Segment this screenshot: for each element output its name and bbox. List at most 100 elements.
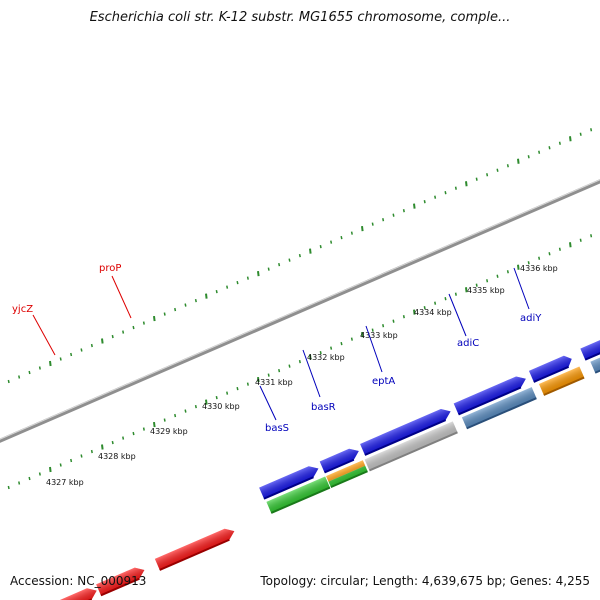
major-tick [361,332,364,338]
gene-bar-orange-green-basR[interactable] [326,460,368,489]
minor-tick [142,427,145,431]
kbp-label: 4330 kbp [202,402,240,411]
callout-line-proP [111,275,132,319]
kbp-label: 4329 kbp [150,427,188,436]
minor-tick [267,267,270,271]
gene-label-basS[interactable]: basS [265,423,289,434]
gene-arrow-blue-3[interactable] [360,406,453,456]
minor-tick [558,247,561,251]
major-tick [205,293,208,299]
callout-line-eptA [365,325,383,373]
major-tick [153,421,156,428]
topology-stats-text: Topology: circular; Length: 4,639,675 bp… [260,574,590,588]
minor-tick [215,289,218,294]
minor-tick [590,128,593,132]
minor-tick [423,306,426,310]
gene-label-eptA[interactable]: eptA [372,376,395,387]
minor-tick [226,285,229,289]
gene-label-basR[interactable]: basR [311,402,336,413]
minor-tick [18,375,21,379]
gene-arrow-blue-1[interactable] [259,463,321,500]
minor-tick [278,368,281,373]
minor-tick [434,195,437,199]
gene-arrow-blue-4[interactable] [453,373,529,416]
minor-tick [444,297,447,301]
major-tick [49,466,52,473]
minor-tick [454,292,457,296]
minor-tick [350,337,353,341]
minor-tick [382,324,385,328]
gene-label-adiY[interactable]: adiY [520,313,542,324]
minor-tick [454,186,457,190]
upper-tick-row [7,128,593,384]
gene-arrow-red-1[interactable] [39,585,99,600]
kbp-label: 4332 kbp [307,353,345,362]
minor-tick [267,373,270,377]
minor-tick [194,404,197,409]
gene-arrow-red-proP[interactable] [154,526,237,571]
minor-tick [70,458,73,463]
minor-tick [215,395,218,400]
gene-bar-steel-adiC[interactable] [461,387,537,430]
kbp-label: 4333 kbp [360,331,398,340]
minor-tick [298,253,301,258]
minor-tick [496,274,499,278]
gene-bar-gray-eptA[interactable] [364,421,458,472]
minor-tick [527,261,530,265]
chromosome-backbone-highlight [0,179,600,440]
minor-tick [246,382,249,386]
minor-tick [288,258,291,262]
major-tick [101,338,104,344]
major-tick [257,376,260,383]
gene-arrow-blue-5[interactable] [528,353,574,383]
minor-tick [7,379,10,384]
gene-arrow-blue-6[interactable] [580,320,600,361]
minor-tick [298,359,301,364]
gene-arrow-blue-2[interactable] [319,446,361,474]
minor-tick [423,200,426,204]
major-tick [413,309,416,315]
minor-tick [184,303,187,307]
kbp-label: 4335 kbp [467,286,505,295]
major-tick [413,203,416,209]
major-tick [517,158,520,164]
minor-tick [90,449,93,454]
minor-tick [7,485,10,490]
major-tick [309,248,312,254]
minor-tick [122,330,125,334]
minor-tick [38,366,41,370]
major-tick [205,399,208,405]
minor-tick [340,342,343,346]
minor-tick [90,343,93,348]
chromosome-backbone [0,179,600,443]
minor-tick [194,298,197,303]
kbp-label: 4328 kbp [98,452,136,461]
gene-label-adiC[interactable]: adiC [457,338,479,349]
minor-tick [319,350,322,355]
major-tick [569,242,572,248]
minor-tick [402,315,405,319]
minor-tick [392,319,395,323]
minor-tick [59,357,62,361]
minor-tick [246,276,249,280]
minor-tick [350,231,353,235]
minor-tick [174,307,177,312]
kbp-label: 4334 kbp [414,308,452,317]
gene-label-proP[interactable]: proP [99,263,121,274]
gene-arrow-red-yjcZ[interactable] [96,564,147,597]
callout-line-adiC [448,293,467,337]
minor-tick [236,386,239,391]
kbp-label: 4336 kbp [520,264,558,273]
minor-tick [496,168,499,172]
minor-tick [28,370,31,375]
minor-tick [579,132,582,136]
minor-tick [330,346,333,350]
minor-tick [38,472,41,476]
gene-label-yjcZ[interactable]: yjcZ [12,304,33,315]
gene-bar-orange-adiY[interactable] [539,366,585,396]
minor-tick [80,348,83,352]
gene-bar-green-basS[interactable] [266,476,331,514]
minor-tick [132,431,135,436]
minor-tick [59,463,62,467]
